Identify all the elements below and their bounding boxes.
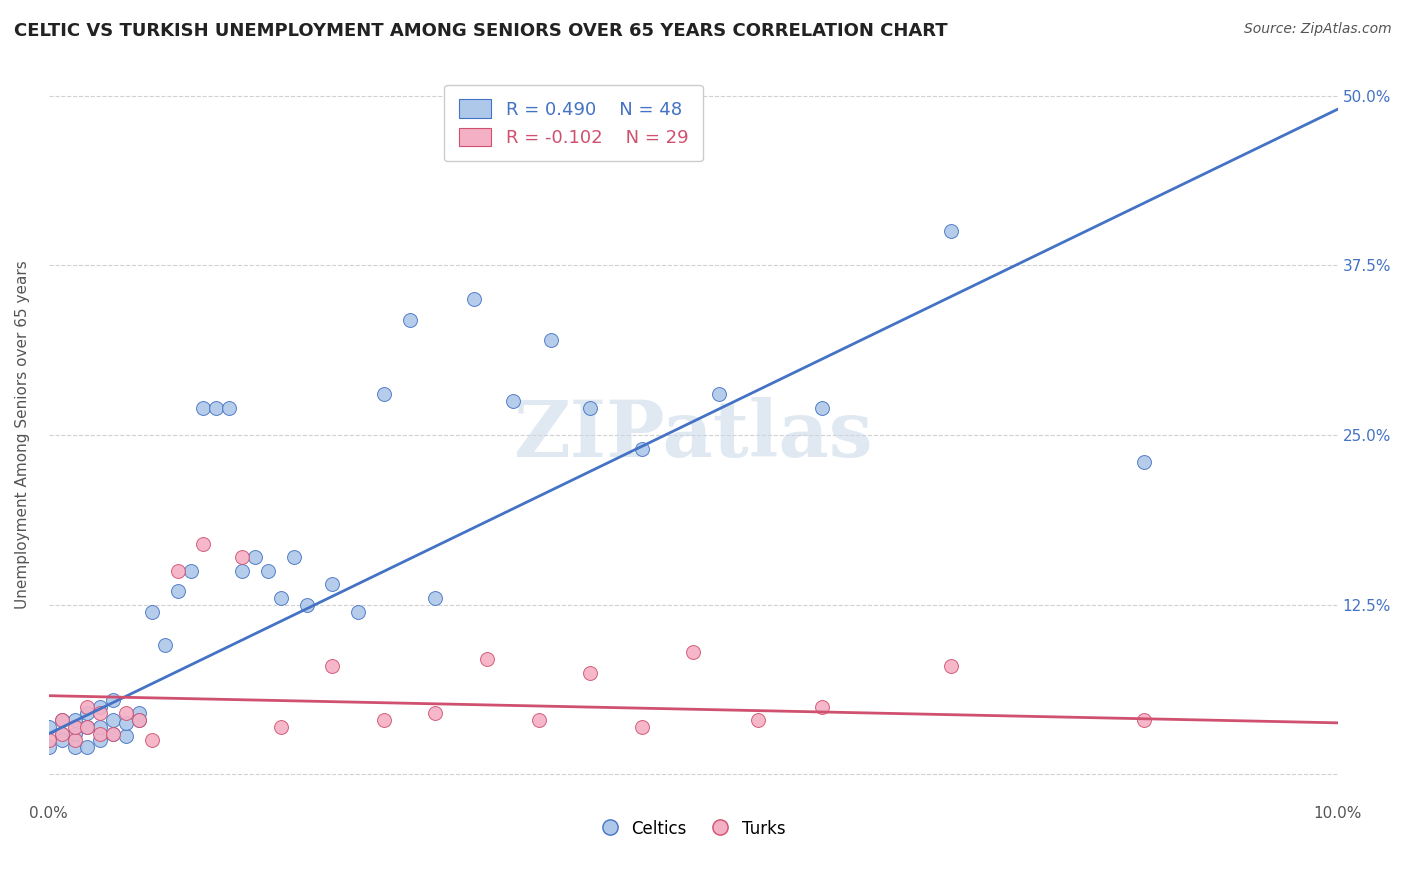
Point [231, 564, 253, 578]
Point [76, 720, 98, 734]
Point [89, 706, 111, 721]
Legend: Celtics, Turks: Celtics, Turks [595, 813, 792, 845]
Point [373, 387, 395, 401]
Text: ZIPatlas: ZIPatlas [513, 397, 873, 473]
Point [166, 584, 188, 599]
Point [707, 387, 730, 401]
Point [630, 442, 652, 456]
Point [231, 550, 253, 565]
Point [128, 713, 150, 727]
Point [682, 645, 704, 659]
Y-axis label: Unemployment Among Seniors over 65 years: Unemployment Among Seniors over 65 years [15, 260, 30, 609]
Point [103, 727, 125, 741]
Point [243, 550, 266, 565]
Point [270, 591, 292, 605]
Point [321, 577, 343, 591]
Point [527, 713, 550, 727]
Point [115, 730, 138, 744]
Point [373, 713, 395, 727]
Point [425, 706, 447, 721]
Point [51, 713, 73, 727]
Point [193, 536, 215, 550]
Point [321, 658, 343, 673]
Point [76, 720, 98, 734]
Point [475, 652, 498, 666]
Point [38, 733, 60, 747]
Point [283, 550, 305, 565]
Point [103, 692, 125, 706]
Point [63, 727, 86, 741]
Point [1133, 455, 1156, 469]
Point [579, 665, 602, 680]
Point [295, 598, 318, 612]
Point [89, 720, 111, 734]
Point [89, 733, 111, 747]
Point [89, 727, 111, 741]
Point [180, 564, 202, 578]
Point [89, 699, 111, 714]
Point [939, 224, 962, 238]
Point [630, 720, 652, 734]
Text: Source: ZipAtlas.com: Source: ZipAtlas.com [1244, 22, 1392, 37]
Text: CELTIC VS TURKISH UNEMPLOYMENT AMONG SENIORS OVER 65 YEARS CORRELATION CHART: CELTIC VS TURKISH UNEMPLOYMENT AMONG SEN… [14, 22, 948, 40]
Point [51, 713, 73, 727]
Point [51, 727, 73, 741]
Point [141, 605, 163, 619]
Point [63, 733, 86, 747]
Point [939, 658, 962, 673]
Point [166, 564, 188, 578]
Point [63, 713, 86, 727]
Point [218, 401, 240, 415]
Point [463, 293, 485, 307]
Point [128, 713, 150, 727]
Point [153, 639, 176, 653]
Point [540, 333, 562, 347]
Point [205, 401, 228, 415]
Point [811, 699, 834, 714]
Point [103, 713, 125, 727]
Point [38, 740, 60, 755]
Point [103, 727, 125, 741]
Point [141, 733, 163, 747]
Point [811, 401, 834, 415]
Point [398, 312, 420, 326]
Point [51, 733, 73, 747]
Point [76, 740, 98, 755]
Point [502, 394, 524, 409]
Point [115, 706, 138, 721]
Point [257, 564, 280, 578]
Point [270, 720, 292, 734]
Point [347, 605, 370, 619]
Point [51, 727, 73, 741]
Point [76, 699, 98, 714]
Point [63, 740, 86, 755]
Point [115, 715, 138, 730]
Point [63, 720, 86, 734]
Point [579, 401, 602, 415]
Point [76, 706, 98, 721]
Point [128, 706, 150, 721]
Point [747, 713, 769, 727]
Point [1133, 713, 1156, 727]
Point [425, 591, 447, 605]
Point [193, 401, 215, 415]
Point [38, 720, 60, 734]
